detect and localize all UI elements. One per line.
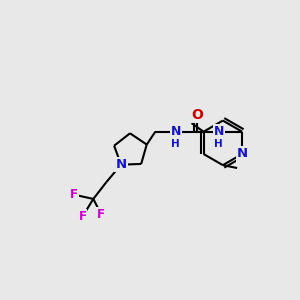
- Text: F: F: [70, 188, 78, 201]
- Text: N: N: [116, 158, 127, 171]
- Text: N: N: [214, 125, 224, 138]
- Text: N: N: [171, 125, 181, 138]
- Text: F: F: [97, 208, 105, 221]
- Text: F: F: [79, 210, 86, 223]
- Text: N: N: [237, 148, 248, 160]
- Text: H: H: [214, 139, 223, 149]
- Text: O: O: [191, 108, 203, 122]
- Text: H: H: [172, 139, 180, 149]
